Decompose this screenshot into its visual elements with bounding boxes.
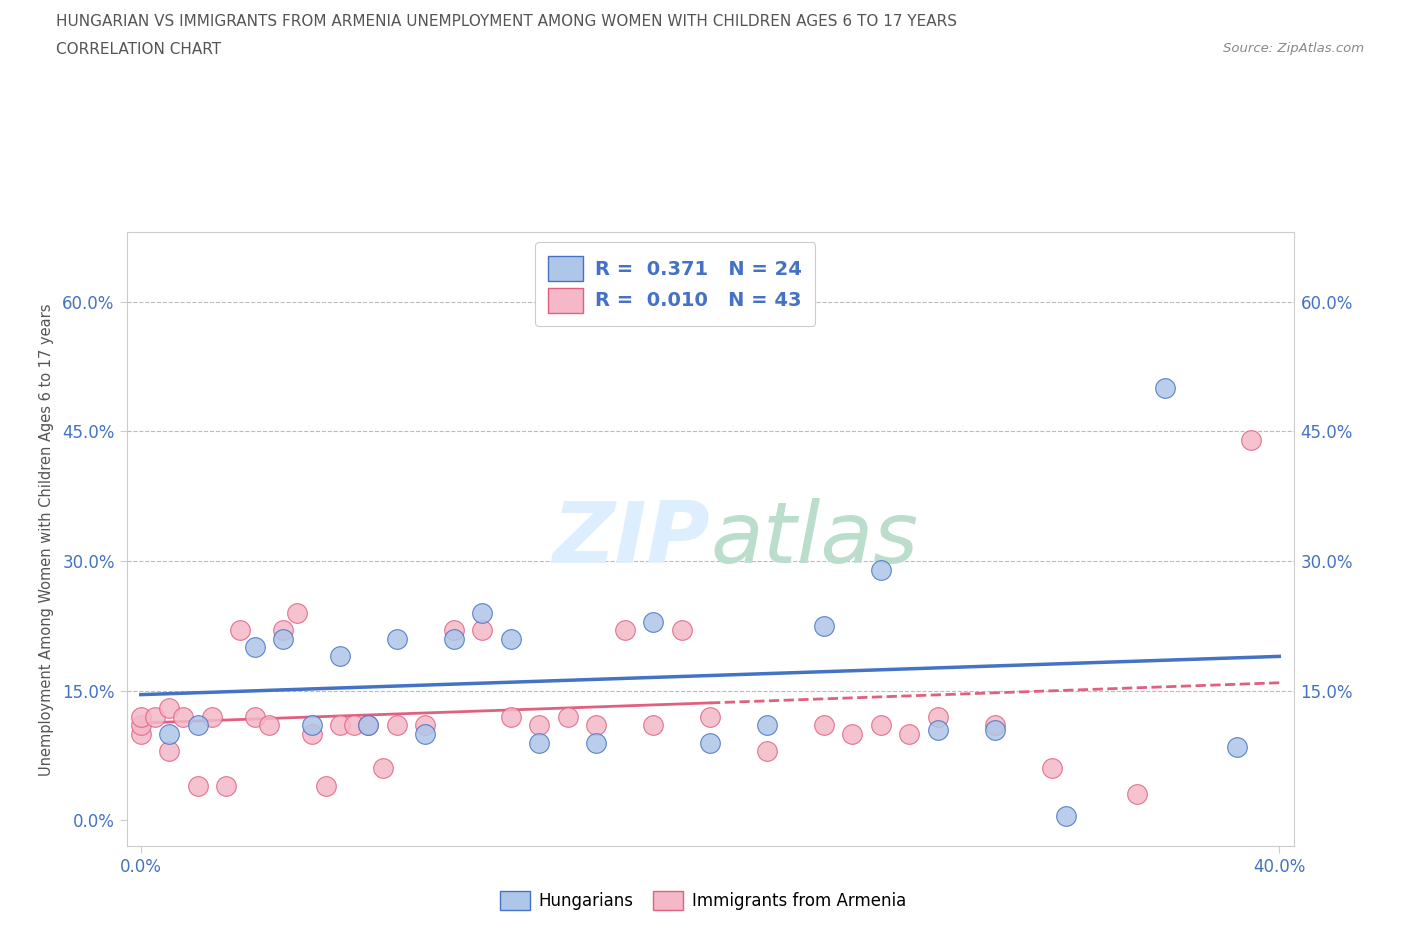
Point xyxy=(129,726,152,741)
Point xyxy=(755,744,778,759)
Point xyxy=(343,718,366,733)
Point xyxy=(927,710,949,724)
Point xyxy=(869,718,891,733)
Y-axis label: Unemployment Among Women with Children Ages 6 to 17 years: Unemployment Among Women with Children A… xyxy=(39,303,53,776)
Point xyxy=(271,631,294,646)
Point xyxy=(271,623,294,638)
Text: atlas: atlas xyxy=(710,498,918,581)
Text: CORRELATION CHART: CORRELATION CHART xyxy=(56,42,221,57)
Point xyxy=(841,726,863,741)
Point xyxy=(187,718,209,733)
Point xyxy=(529,718,551,733)
Point xyxy=(585,718,607,733)
Point xyxy=(129,718,152,733)
Point xyxy=(187,778,209,793)
Point xyxy=(329,648,352,663)
Point xyxy=(157,744,180,759)
Point xyxy=(301,726,323,741)
Point xyxy=(983,718,1005,733)
Point xyxy=(257,718,280,733)
Point xyxy=(983,723,1005,737)
Point xyxy=(1226,739,1249,754)
Point xyxy=(371,761,394,776)
Point xyxy=(1040,761,1063,776)
Point xyxy=(201,710,224,724)
Point xyxy=(229,623,252,638)
Point xyxy=(643,614,665,629)
Point xyxy=(385,631,408,646)
Point xyxy=(215,778,238,793)
Point xyxy=(1154,380,1177,395)
Point xyxy=(699,735,721,750)
Point xyxy=(898,726,921,741)
Point xyxy=(329,718,352,733)
Point xyxy=(471,605,494,620)
Point xyxy=(357,718,380,733)
Point xyxy=(415,726,437,741)
Point xyxy=(285,605,308,620)
Point xyxy=(869,563,891,578)
Point xyxy=(243,710,266,724)
Point xyxy=(813,618,835,633)
Point xyxy=(357,718,380,733)
Point xyxy=(1054,808,1077,823)
Point xyxy=(499,631,522,646)
Point xyxy=(443,631,465,646)
Point xyxy=(613,623,636,638)
Point xyxy=(529,735,551,750)
Point xyxy=(699,710,721,724)
Point xyxy=(315,778,337,793)
Point xyxy=(129,710,152,724)
Point xyxy=(1240,432,1263,447)
Point xyxy=(1126,787,1149,802)
Point xyxy=(471,623,494,638)
Point xyxy=(385,718,408,733)
Point xyxy=(243,640,266,655)
Point xyxy=(157,726,180,741)
Point xyxy=(172,710,194,724)
Point xyxy=(755,718,778,733)
Text: ZIP: ZIP xyxy=(553,498,710,581)
Point xyxy=(671,623,693,638)
Point xyxy=(301,718,323,733)
Text: Source: ZipAtlas.com: Source: ZipAtlas.com xyxy=(1223,42,1364,55)
Legend: R =  0.371   N = 24, R =  0.010   N = 43: R = 0.371 N = 24, R = 0.010 N = 43 xyxy=(534,242,815,326)
Point xyxy=(443,623,465,638)
Point xyxy=(927,723,949,737)
Point xyxy=(585,735,607,750)
Point xyxy=(499,710,522,724)
Point xyxy=(415,718,437,733)
Point xyxy=(643,718,665,733)
Point xyxy=(557,710,579,724)
Legend: Hungarians, Immigrants from Armenia: Hungarians, Immigrants from Armenia xyxy=(494,884,912,917)
Point xyxy=(813,718,835,733)
Point xyxy=(143,710,166,724)
Point xyxy=(157,700,180,715)
Text: HUNGARIAN VS IMMIGRANTS FROM ARMENIA UNEMPLOYMENT AMONG WOMEN WITH CHILDREN AGES: HUNGARIAN VS IMMIGRANTS FROM ARMENIA UNE… xyxy=(56,14,957,29)
